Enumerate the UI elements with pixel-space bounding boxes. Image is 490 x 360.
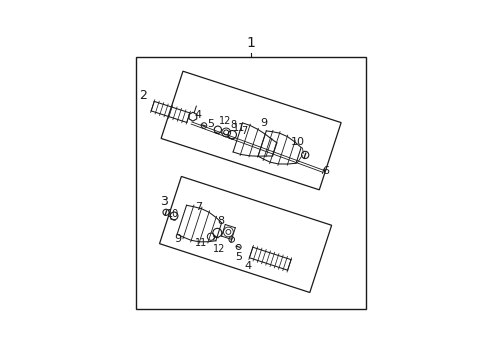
Text: 7: 7	[195, 202, 202, 212]
Text: 7: 7	[241, 126, 247, 136]
Text: 11: 11	[195, 238, 207, 248]
Bar	[136, 57, 366, 309]
Text: 11: 11	[233, 123, 245, 133]
Text: 8: 8	[230, 120, 236, 130]
Text: 4: 4	[195, 110, 202, 120]
Text: 9: 9	[174, 234, 181, 244]
Text: 12: 12	[213, 244, 225, 254]
Text: 10: 10	[167, 209, 179, 219]
Text: 1: 1	[246, 36, 256, 50]
Text: 4: 4	[245, 261, 252, 271]
Text: 6: 6	[322, 166, 329, 176]
Text: 5: 5	[235, 252, 242, 262]
Text: 10: 10	[291, 136, 305, 147]
Text: 2: 2	[139, 89, 147, 102]
Text: 3: 3	[160, 195, 168, 208]
Text: 9: 9	[260, 118, 267, 128]
Text: 5: 5	[207, 119, 215, 129]
Text: 12: 12	[219, 116, 231, 126]
Text: 8: 8	[217, 216, 224, 226]
